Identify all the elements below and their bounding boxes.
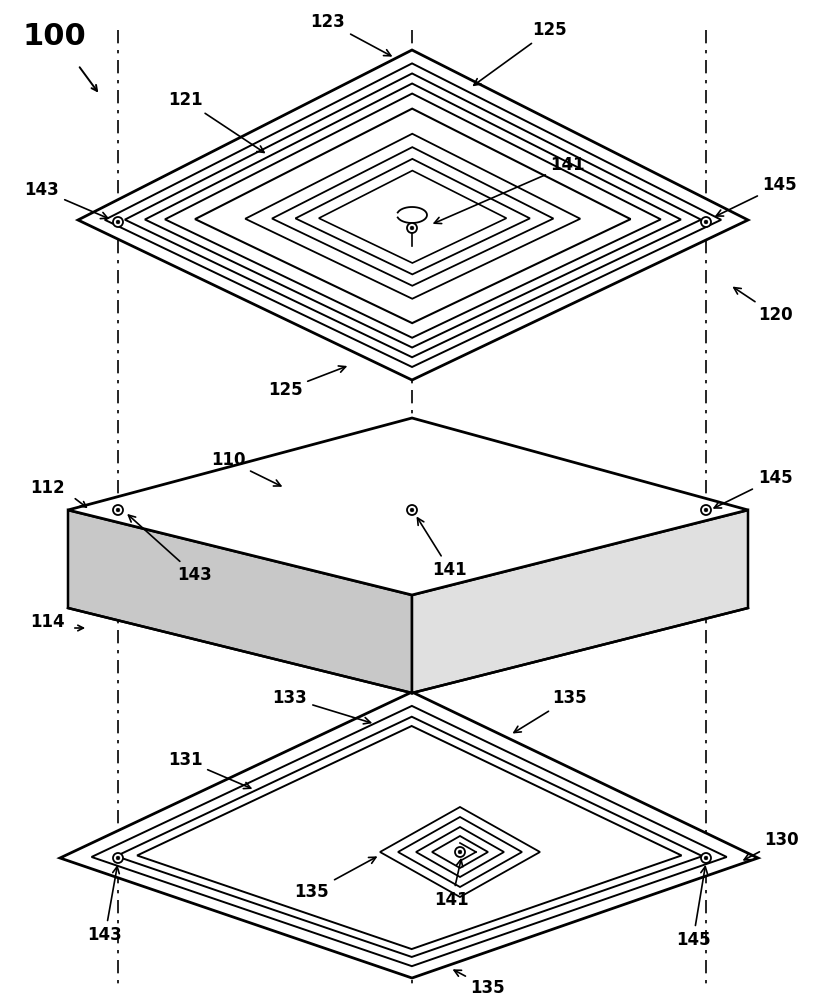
Circle shape [458, 850, 462, 854]
Circle shape [705, 220, 708, 224]
Circle shape [410, 508, 414, 512]
Text: 125: 125 [267, 366, 346, 399]
Text: 145: 145 [716, 176, 797, 216]
Polygon shape [60, 692, 758, 978]
Circle shape [116, 508, 120, 512]
Circle shape [407, 223, 417, 233]
Polygon shape [245, 134, 580, 299]
Text: 123: 123 [311, 13, 391, 56]
Circle shape [116, 220, 120, 224]
Polygon shape [416, 827, 504, 877]
Circle shape [407, 505, 417, 515]
Circle shape [701, 217, 711, 227]
Polygon shape [432, 836, 488, 868]
Polygon shape [116, 717, 702, 957]
Text: 141: 141 [435, 860, 469, 909]
Text: 120: 120 [734, 288, 792, 324]
Circle shape [705, 856, 708, 860]
Text: 131: 131 [167, 751, 251, 789]
Text: 141: 141 [417, 518, 467, 579]
Polygon shape [137, 726, 681, 949]
Polygon shape [68, 418, 748, 595]
Text: 121: 121 [167, 91, 264, 152]
Text: 125: 125 [474, 21, 568, 85]
Text: 143: 143 [25, 181, 108, 219]
Circle shape [455, 847, 465, 857]
Circle shape [701, 853, 711, 863]
Polygon shape [92, 706, 727, 966]
Polygon shape [165, 94, 661, 338]
Text: 133: 133 [272, 689, 370, 724]
Text: 112: 112 [30, 479, 64, 497]
Circle shape [701, 505, 711, 515]
Polygon shape [105, 63, 721, 367]
Circle shape [705, 508, 708, 512]
Text: 143: 143 [87, 867, 122, 944]
Polygon shape [195, 109, 630, 323]
Text: 100: 100 [22, 22, 86, 51]
Polygon shape [78, 50, 748, 380]
Text: 135: 135 [454, 970, 505, 997]
Circle shape [410, 226, 414, 230]
Text: 114: 114 [30, 613, 64, 631]
Polygon shape [380, 807, 540, 897]
Text: 141: 141 [434, 156, 585, 224]
Circle shape [113, 217, 123, 227]
Polygon shape [295, 159, 530, 274]
Text: 145: 145 [676, 867, 710, 949]
Polygon shape [68, 510, 412, 693]
Text: 145: 145 [714, 469, 792, 508]
Polygon shape [272, 147, 554, 286]
Polygon shape [145, 84, 681, 348]
Circle shape [113, 853, 123, 863]
Polygon shape [125, 73, 701, 357]
Text: 130: 130 [744, 831, 799, 860]
Circle shape [116, 856, 120, 860]
Text: 110: 110 [210, 451, 280, 486]
Polygon shape [412, 510, 748, 693]
Text: 135: 135 [295, 857, 376, 901]
Circle shape [113, 505, 123, 515]
Text: 143: 143 [129, 515, 212, 584]
Polygon shape [318, 171, 507, 263]
Text: 135: 135 [514, 689, 587, 733]
Polygon shape [398, 817, 522, 887]
